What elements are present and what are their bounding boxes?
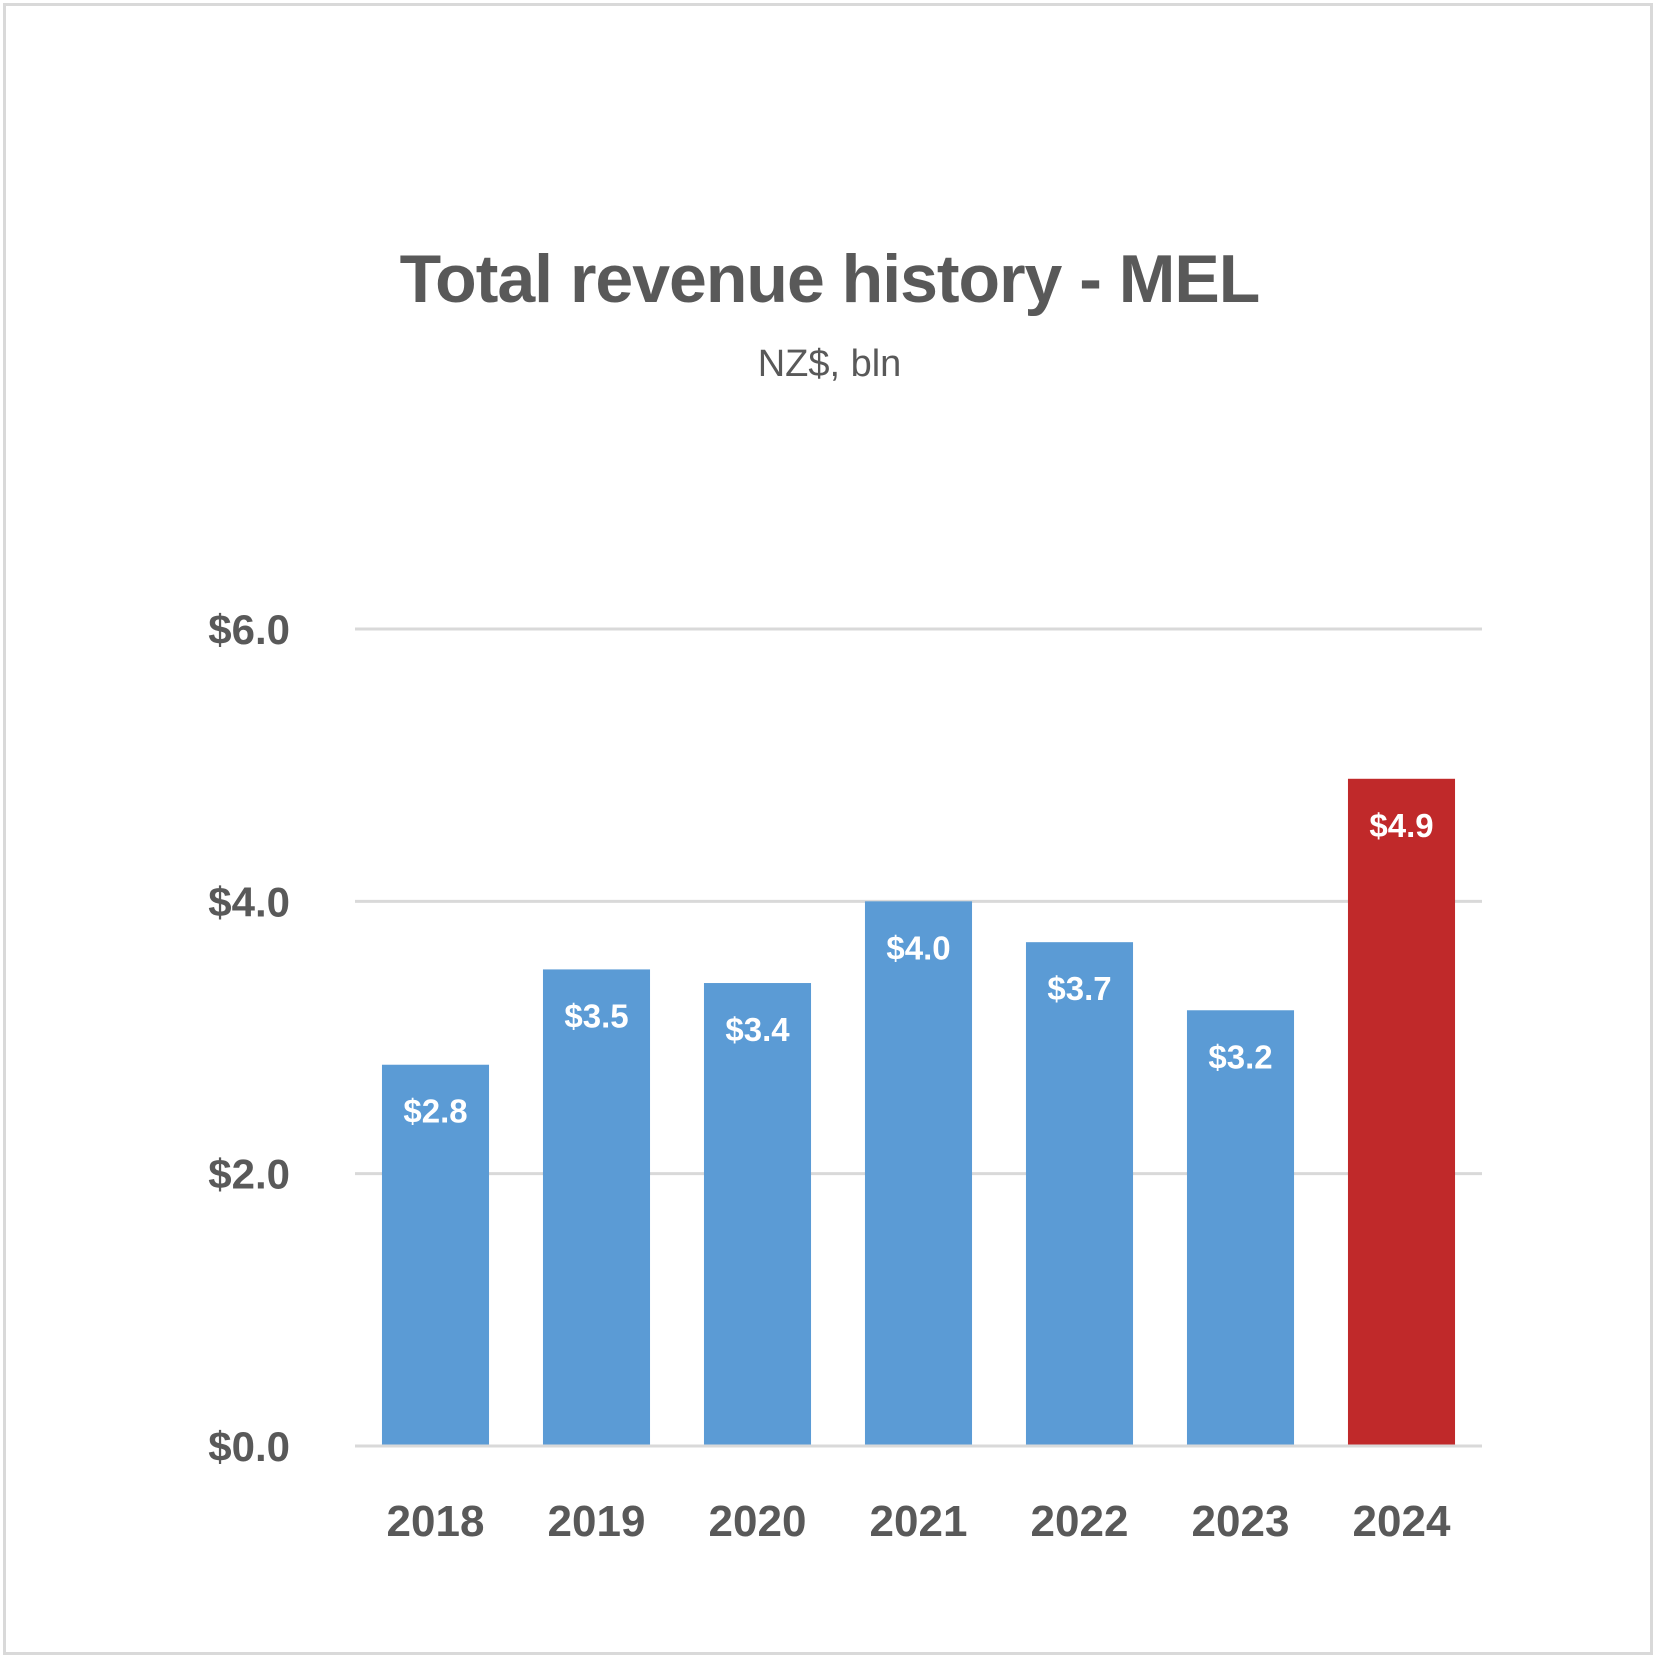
bar-2019 (542, 969, 651, 1446)
data-label-2019: $3.5 (564, 997, 628, 1034)
y-tick-label: $6.0 (208, 606, 290, 653)
x-tick-label: 2019 (548, 1497, 646, 1546)
bar-2018 (381, 1064, 490, 1446)
y-axis-ticks: $0.0 $2.0 $4.0 $6.0 (208, 606, 290, 1470)
chart-title: Total revenue history - MEL (399, 241, 1261, 317)
y-tick-label: $2.0 (208, 1151, 290, 1198)
data-label-2018: $2.8 (403, 1093, 467, 1130)
x-tick-label: 2021 (870, 1497, 968, 1546)
x-tick-label: 2022 (1031, 1497, 1129, 1546)
data-label-2021: $4.0 (886, 929, 950, 966)
bar-2022 (1025, 942, 1134, 1446)
data-label-2023: $3.2 (1208, 1038, 1272, 1075)
chart-subtitle: NZ$, bln (757, 343, 902, 385)
x-tick-label: 2023 (1192, 1497, 1290, 1546)
bar-2020 (703, 983, 812, 1446)
y-tick-label: $0.0 (208, 1423, 290, 1470)
x-tick-label: 2018 (387, 1497, 485, 1546)
data-label-2022: $3.7 (1047, 970, 1111, 1007)
x-axis-ticks: 2018 2019 2020 2021 2022 2023 2024 (355, 1444, 1482, 1546)
bar-2023 (1186, 1010, 1295, 1446)
data-label-2020: $3.4 (725, 1011, 790, 1048)
data-labels: $2.8 $3.5 $3.4 $4.0 $3.7 $3.2 $4.9 (403, 807, 1433, 1130)
bars (381, 778, 1456, 1446)
y-tick-label: $4.0 (208, 878, 290, 925)
x-tick-label: 2024 (1353, 1497, 1451, 1546)
bar-2021 (864, 901, 973, 1446)
data-label-2024: $4.9 (1369, 807, 1433, 844)
bar-2024 (1347, 778, 1456, 1446)
x-tick-label: 2020 (709, 1497, 807, 1546)
